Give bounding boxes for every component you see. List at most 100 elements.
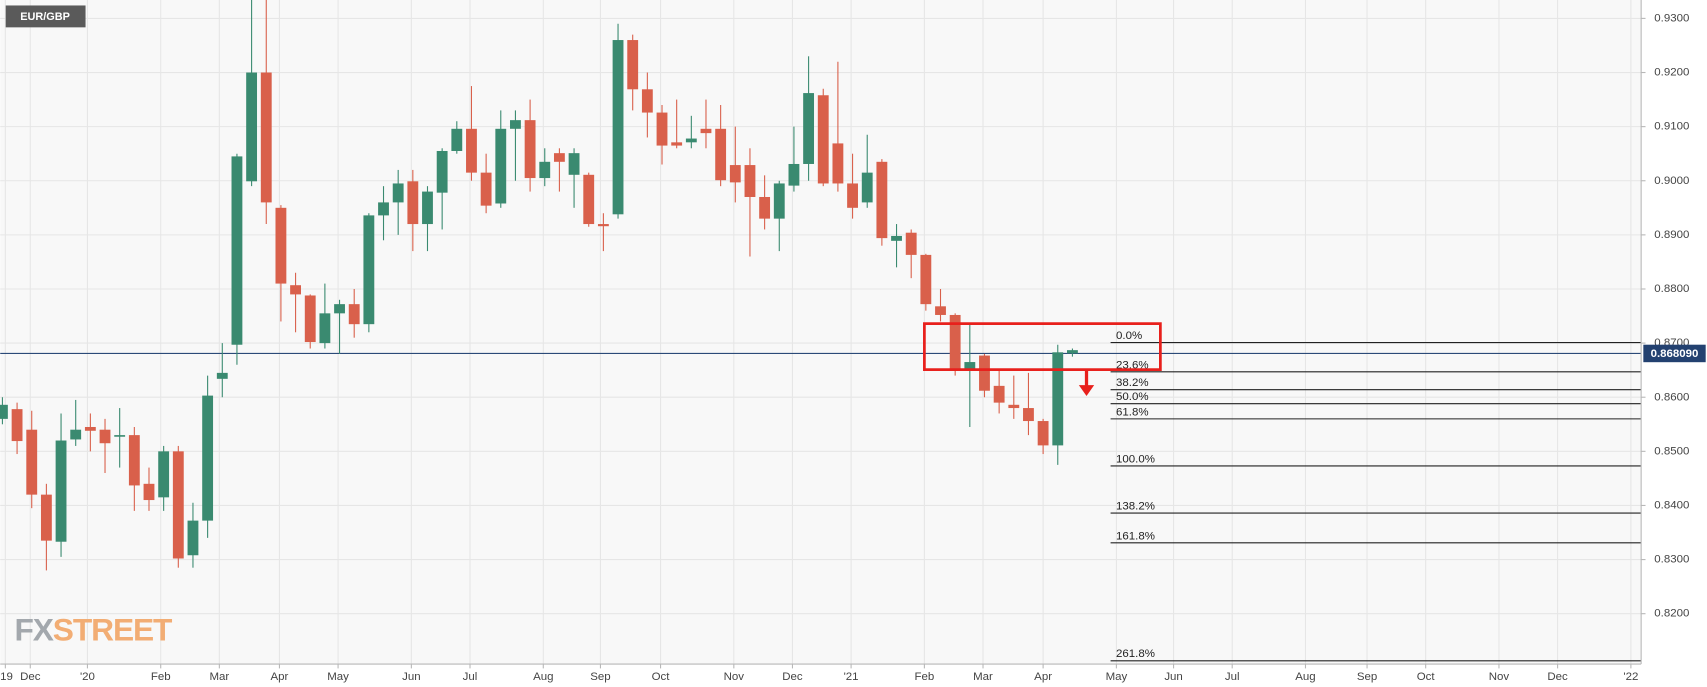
candle-body xyxy=(700,128,712,134)
candle-body xyxy=(55,440,67,542)
candle-body xyxy=(729,165,741,183)
y-tick-label: 0.8400 xyxy=(1654,499,1689,511)
candle-body xyxy=(11,409,23,442)
x-tick-label: '22 xyxy=(1623,671,1638,683)
x-tick-label: Apr xyxy=(1034,671,1052,683)
candle-body xyxy=(260,72,272,203)
candle-body xyxy=(304,295,316,343)
y-tick-label: 0.9100 xyxy=(1654,121,1689,133)
candle-body xyxy=(773,183,785,219)
candle-body xyxy=(363,215,375,325)
x-tick-label: Sep xyxy=(1357,671,1377,683)
x-tick-label: Oct xyxy=(652,671,671,683)
fib-label: 261.8% xyxy=(1116,648,1155,660)
x-tick-label: Jun xyxy=(1164,671,1183,683)
candle-body xyxy=(143,483,155,501)
candle-body xyxy=(993,385,1005,403)
candle-body xyxy=(480,172,492,206)
candle-body xyxy=(407,181,419,225)
x-tick-label: '20 xyxy=(80,671,95,683)
candle-body xyxy=(319,313,331,344)
candle-body xyxy=(436,150,448,193)
candle-body xyxy=(788,163,800,186)
candle-body xyxy=(495,128,507,204)
candle-body xyxy=(1037,421,1049,446)
y-tick-label: 0.8900 xyxy=(1654,229,1689,241)
x-tick-label: Nov xyxy=(724,671,745,683)
candle-body xyxy=(744,165,756,197)
candle-body xyxy=(216,372,228,379)
candle-body xyxy=(348,304,360,325)
fib-label: 50.0% xyxy=(1116,391,1149,403)
y-tick-label: 0.8300 xyxy=(1654,554,1689,566)
candle-body xyxy=(832,143,844,184)
candle-body xyxy=(979,355,990,391)
candle-body xyxy=(817,95,829,184)
candle-body xyxy=(597,224,609,227)
candle-body xyxy=(451,128,463,151)
fib-label: 23.6% xyxy=(1116,359,1149,371)
fib-label: 0.0% xyxy=(1116,330,1142,342)
candle-body xyxy=(612,40,624,215)
x-tick-label: Jun xyxy=(402,671,420,683)
x-tick-label: Feb xyxy=(915,671,935,683)
candle-body xyxy=(334,304,345,314)
candle-body xyxy=(553,153,565,162)
y-tick-label: 0.8600 xyxy=(1654,391,1689,403)
arrow-head xyxy=(1078,385,1095,397)
candle-body xyxy=(466,128,477,173)
candle-body xyxy=(1052,352,1064,446)
candle-body xyxy=(158,451,170,498)
candle-body xyxy=(290,285,301,295)
candle-body xyxy=(1023,408,1034,422)
candle-body xyxy=(510,120,521,129)
fib-label: 61.8% xyxy=(1116,406,1149,418)
x-tick-label: Aug xyxy=(1295,671,1315,683)
candle-body xyxy=(539,161,551,179)
last-price-label: 0.868090 xyxy=(1651,348,1699,360)
x-tick-label: Aug xyxy=(533,671,553,683)
symbol-label: EUR/GBP xyxy=(20,11,70,23)
candle-body xyxy=(1067,350,1078,354)
candle-body xyxy=(524,120,536,179)
x-tick-label: May xyxy=(327,671,349,683)
y-tick-label: 0.9200 xyxy=(1654,67,1689,79)
x-tick-label: Oct xyxy=(1417,671,1436,683)
candle-body xyxy=(905,232,917,255)
y-tick-label: 0.9300 xyxy=(1654,12,1689,24)
watermark-street: STREET xyxy=(53,612,173,648)
candle-body xyxy=(685,138,697,143)
y-tick-label: 0.9000 xyxy=(1654,175,1689,187)
x-tick-label: Sep xyxy=(590,671,610,683)
x-tick-label: '21 xyxy=(844,671,859,683)
x-tick-label: Dec xyxy=(782,671,803,683)
candle-body xyxy=(1008,404,1020,409)
x-tick-label: Apr xyxy=(271,671,289,683)
watermark: FXSTREET xyxy=(14,612,173,648)
x-tick-label: Dec xyxy=(20,671,41,683)
candle-body xyxy=(964,362,976,370)
candle-body xyxy=(275,207,287,284)
y-tick-label: 0.8800 xyxy=(1654,283,1689,295)
layers: 0.0% 23.6% 38.2% 50.0% 61.8% 100.0% 138.2% 161.… xyxy=(0,0,1642,662)
fib-label: 100.0% xyxy=(1116,453,1155,465)
zone-box xyxy=(923,322,1162,371)
candle-body xyxy=(246,72,258,182)
x-tick-label: Dec xyxy=(1547,671,1568,683)
x-tick-label: May xyxy=(1106,671,1128,683)
x-tick-label: '19 xyxy=(0,671,13,683)
candle-body xyxy=(891,235,902,241)
candle-body xyxy=(378,202,389,216)
axis-background xyxy=(1641,0,1707,687)
grid xyxy=(0,0,1642,665)
y-tick-label: 0.8200 xyxy=(1654,608,1689,620)
candle-body xyxy=(70,429,82,440)
x-tick-label: Mar xyxy=(209,671,229,683)
down-arrow xyxy=(1078,369,1095,397)
candle-body xyxy=(84,426,96,431)
candle-body xyxy=(803,93,815,164)
x-tick-label: Jul xyxy=(463,671,478,683)
candle-body xyxy=(392,183,404,203)
fib-label: 138.2% xyxy=(1116,501,1155,513)
